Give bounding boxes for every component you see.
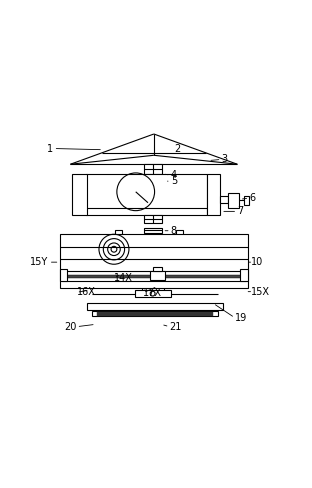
Text: 3: 3 bbox=[222, 154, 228, 164]
Text: 17X: 17X bbox=[143, 288, 162, 298]
Bar bbox=[241, 268, 248, 281]
Text: 19: 19 bbox=[235, 313, 247, 323]
Text: 15Y: 15Y bbox=[31, 257, 49, 267]
Text: 4: 4 bbox=[171, 170, 177, 180]
Bar bbox=[150, 271, 165, 280]
Text: 1: 1 bbox=[47, 143, 54, 154]
Bar bbox=[144, 164, 162, 174]
Bar bbox=[176, 230, 183, 236]
Bar bbox=[207, 174, 220, 215]
Bar bbox=[66, 275, 242, 278]
Text: 15X: 15X bbox=[251, 286, 270, 297]
Text: 14X: 14X bbox=[114, 273, 133, 283]
Text: 5: 5 bbox=[171, 176, 177, 186]
Bar bbox=[62, 271, 246, 281]
Bar bbox=[87, 303, 223, 310]
Bar bbox=[72, 174, 87, 215]
Text: 7: 7 bbox=[237, 206, 244, 216]
Bar bbox=[220, 196, 228, 203]
Bar bbox=[144, 227, 162, 233]
Bar bbox=[144, 215, 162, 223]
Bar bbox=[115, 230, 122, 236]
Bar bbox=[244, 196, 249, 205]
Text: 8: 8 bbox=[171, 226, 177, 236]
Bar bbox=[86, 174, 207, 215]
Text: 10: 10 bbox=[251, 257, 263, 267]
Bar bbox=[97, 312, 213, 316]
Text: 6: 6 bbox=[249, 193, 256, 203]
Bar bbox=[228, 193, 239, 208]
Bar bbox=[60, 268, 67, 281]
Text: 16X: 16X bbox=[76, 287, 95, 297]
Text: 20: 20 bbox=[64, 322, 76, 332]
Text: 21: 21 bbox=[170, 322, 182, 332]
Bar bbox=[153, 266, 162, 271]
Bar bbox=[92, 311, 218, 316]
Bar bbox=[134, 290, 171, 297]
Text: 2: 2 bbox=[174, 143, 181, 154]
Bar bbox=[60, 234, 248, 287]
